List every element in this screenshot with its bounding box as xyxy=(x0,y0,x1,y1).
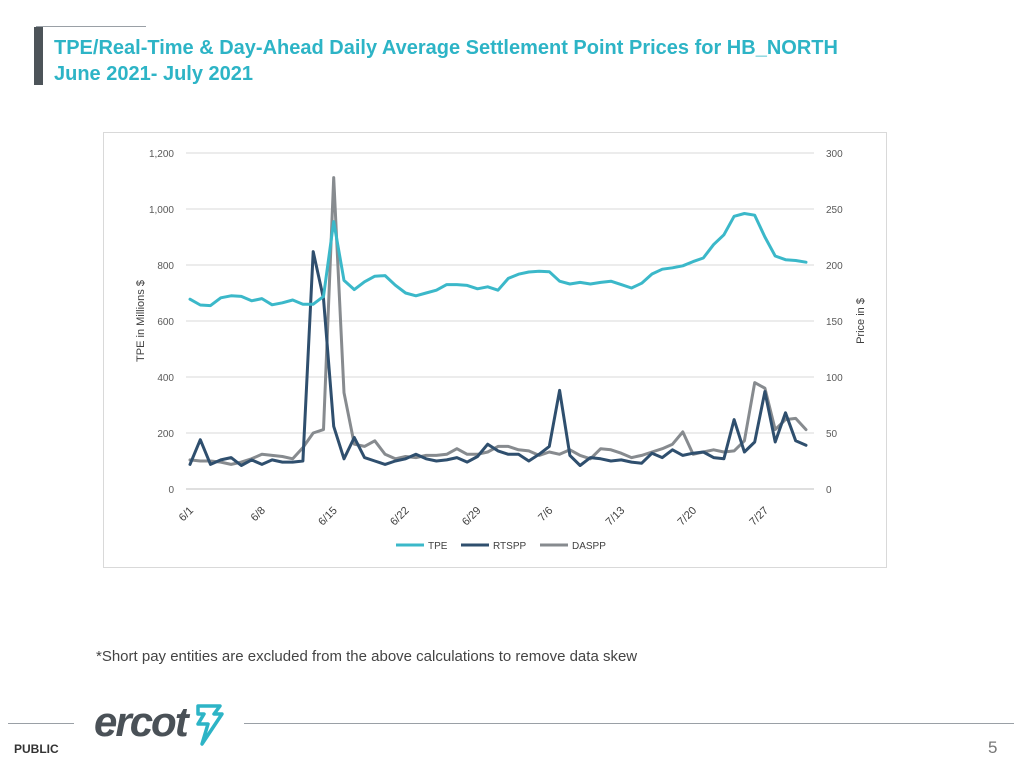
y-left-tick-label: 800 xyxy=(157,261,174,272)
y-right-tick-label: 200 xyxy=(826,261,843,272)
x-tick-label: 6/1 xyxy=(177,505,196,524)
footnote: *Short pay entities are excluded from th… xyxy=(96,648,638,665)
logo-text: ercot xyxy=(94,698,189,745)
page-title: TPE/Real-Time & Day-Ahead Daily Average … xyxy=(54,35,1004,87)
ercot-logo: ercot xyxy=(94,698,234,752)
y-right-tick-label: 50 xyxy=(826,429,838,440)
y-left-tick-label: 600 xyxy=(157,317,174,328)
y-right-axis-title: Price in $ xyxy=(855,298,867,344)
legend-label-tpe: TPE xyxy=(428,541,448,552)
title-accent-bar xyxy=(34,27,43,85)
x-tick-label: 7/6 xyxy=(536,505,555,524)
y-left-axis-title: TPE in Millions $ xyxy=(135,280,147,362)
x-tick-label: 7/20 xyxy=(676,505,700,529)
page-number: 5 xyxy=(988,738,998,757)
x-tick-label: 6/8 xyxy=(249,505,268,524)
y-left-tick-label: 0 xyxy=(168,485,174,496)
chart-container: 0 200 400 600 800 1,000 1,200 0 50 100 150 200 250 30… xyxy=(103,132,887,568)
line-chart: 0 200 400 600 800 1,000 1,200 0 50 100 150 200 250 30… xyxy=(135,149,867,552)
y-right-tick-label: 100 xyxy=(826,373,843,384)
y-left-tick-label: 400 xyxy=(157,373,174,384)
y-left-tick-label: 1,200 xyxy=(149,149,174,160)
y-left-tick-label: 200 xyxy=(157,429,174,440)
legend-label-rtspp: RTSPP xyxy=(493,541,526,552)
x-tick-label: 6/22 xyxy=(388,505,412,529)
y-right-tick-label: 0 xyxy=(826,485,832,496)
y-right-tick-label: 250 xyxy=(826,205,843,216)
title-line-2: June 2021- July 2021 xyxy=(54,63,254,85)
series-line-tpe xyxy=(188,212,808,308)
footer-rule-right xyxy=(244,723,1014,724)
x-tick-label: 7/13 xyxy=(604,505,628,529)
lightning-bolt-icon xyxy=(196,704,224,746)
legend-label-daspp: DASPP xyxy=(572,541,606,552)
x-tick-label: 6/29 xyxy=(460,505,484,529)
y-right-tick-label: 300 xyxy=(826,149,843,160)
top-rule xyxy=(36,26,146,27)
title-line-1: TPE/Real-Time & Day-Ahead Daily Average … xyxy=(54,37,838,59)
y-left-tick-label: 1,000 xyxy=(149,205,174,216)
footer-rule-left xyxy=(8,723,74,724)
y-right-tick-label: 150 xyxy=(826,317,843,328)
x-tick-label: 7/27 xyxy=(747,505,771,529)
series-line-rtspp xyxy=(188,250,808,467)
x-tick-label: 6/15 xyxy=(316,505,340,529)
public-label: PUBLIC xyxy=(14,742,59,756)
